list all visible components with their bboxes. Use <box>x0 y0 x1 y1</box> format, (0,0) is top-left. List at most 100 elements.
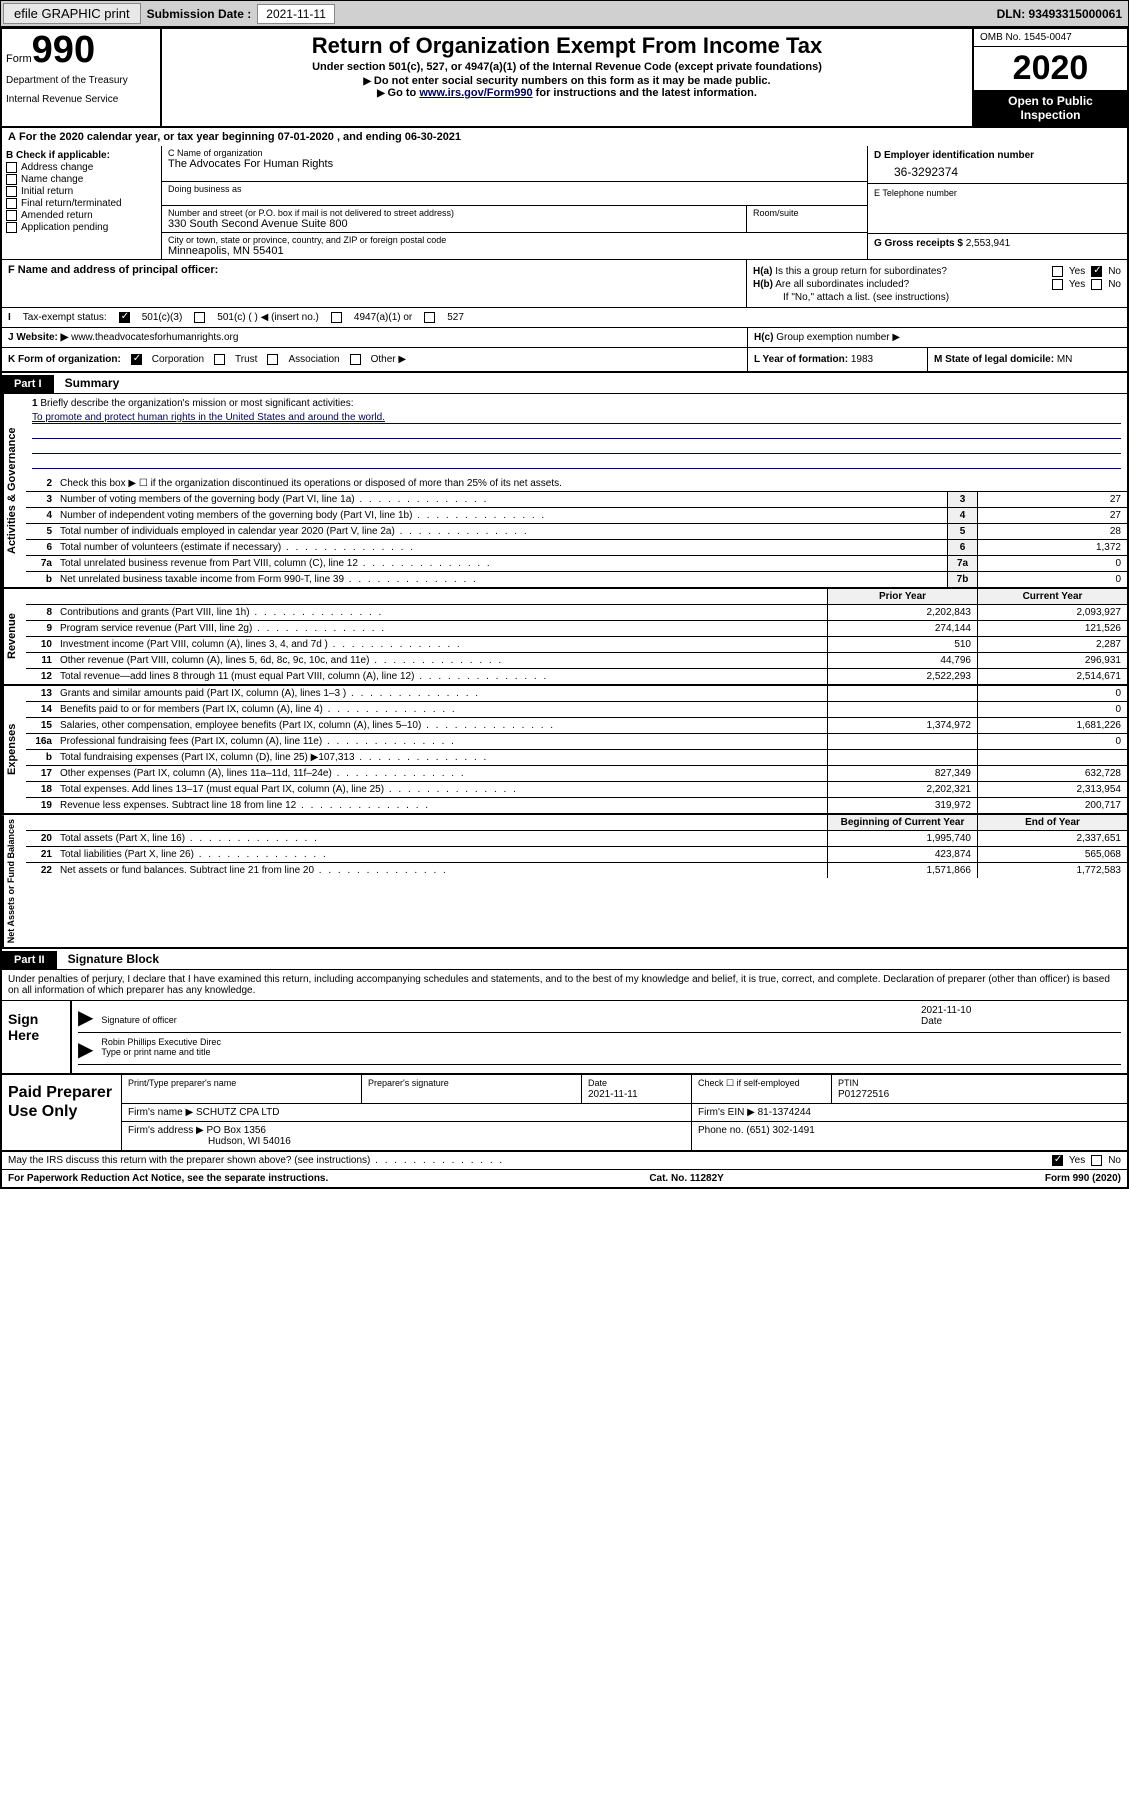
check-pending[interactable]: Application pending <box>6 222 157 233</box>
prep-name-cell: Print/Type preparer's name <box>122 1075 362 1103</box>
checkbox-icon <box>6 186 17 197</box>
line-num: 18 <box>26 782 56 797</box>
table-row: 9 Program service revenue (Part VIII, li… <box>26 621 1127 637</box>
prior-val: 827,349 <box>827 766 977 781</box>
checkbox-icon[interactable] <box>1091 1155 1102 1166</box>
telephone-box: E Telephone number <box>868 184 1127 234</box>
gross-receipts: 2,553,941 <box>966 238 1011 249</box>
checkbox-icon[interactable] <box>350 354 361 365</box>
line-desc: Total liabilities (Part X, line 26) <box>56 847 827 862</box>
checkbox-checked-icon[interactable] <box>131 354 142 365</box>
revenue-header-row: Prior Year Current Year <box>26 589 1127 605</box>
checkbox-checked-icon[interactable] <box>1091 266 1102 277</box>
arrow-icon: ▶ <box>78 1037 93 1062</box>
prior-val <box>827 750 977 765</box>
org-l: L Year of formation: 1983 <box>747 348 927 371</box>
i-label: I <box>8 312 11 323</box>
table-row: b Total fundraising expenses (Part IX, c… <box>26 750 1127 766</box>
check-initial-return[interactable]: Initial return <box>6 186 157 197</box>
table-row: 6 Total number of volunteers (estimate i… <box>26 540 1127 556</box>
checkbox-icon[interactable] <box>331 312 342 323</box>
checkbox-icon[interactable] <box>267 354 278 365</box>
table-row: 17 Other expenses (Part IX, column (A), … <box>26 766 1127 782</box>
line-desc: Total unrelated business revenue from Pa… <box>56 556 947 571</box>
check-name-change[interactable]: Name change <box>6 174 157 185</box>
table-row: 10 Investment income (Part VIII, column … <box>26 637 1127 653</box>
preparer-body: Print/Type preparer's name Preparer's si… <box>122 1075 1127 1150</box>
expenses-body: 13 Grants and similar amounts paid (Part… <box>26 686 1127 813</box>
current-val: 2,287 <box>977 637 1127 652</box>
line-box: 5 <box>947 524 977 539</box>
begin-year-header: Beginning of Current Year <box>827 815 977 830</box>
current-val: 1,772,583 <box>977 863 1127 878</box>
line-box: 3 <box>947 492 977 507</box>
current-val <box>977 750 1127 765</box>
ein-box: D Employer identification number 36-3292… <box>868 146 1127 184</box>
header-right: OMB No. 1545-0047 2020 Open to Public In… <box>972 29 1127 126</box>
line-2: 2 Check this box ▶ ☐ if the organization… <box>26 476 1127 492</box>
preparer-label: Paid Preparer Use Only <box>2 1075 122 1150</box>
note2-prefix: Go to <box>388 87 420 99</box>
checkbox-icon[interactable] <box>424 312 435 323</box>
form-number: 990 <box>32 29 95 71</box>
k-label: K Form of organization: <box>8 354 121 365</box>
website-label: Website: ▶ <box>16 332 68 343</box>
dln-label: DLN: 93493315000061 <box>997 7 1126 21</box>
checkbox-icon[interactable] <box>1052 279 1063 290</box>
table-row: 12 Total revenue—add lines 8 through 11 … <box>26 669 1127 684</box>
org-name: The Advocates For Human Rights <box>168 158 861 170</box>
address-row: Number and street (or P.O. box if mail i… <box>162 206 867 232</box>
checkbox-icon <box>6 222 17 233</box>
hb-label: H(b) <box>753 279 773 290</box>
hb-note: If "No," attach a list. (see instruction… <box>783 292 1121 303</box>
c-label: C Name of organization <box>168 148 861 158</box>
irs-link[interactable]: www.irs.gov/Form990 <box>419 87 532 99</box>
checkbox-checked-icon[interactable] <box>1052 1155 1063 1166</box>
firm-ein-cell: Firm's EIN ▶ 81-1374244 <box>692 1104 1127 1121</box>
checkbox-icon[interactable] <box>214 354 225 365</box>
current-val: 2,514,671 <box>977 669 1127 684</box>
opt-corp: Corporation <box>152 354 204 365</box>
line-num: 6 <box>26 540 56 555</box>
line-num: 7a <box>26 556 56 571</box>
line-desc: Total revenue—add lines 8 through 11 (mu… <box>56 669 827 684</box>
checkbox-icon[interactable] <box>1091 279 1102 290</box>
line-num: b <box>26 750 56 765</box>
current-val: 565,068 <box>977 847 1127 862</box>
check-amended[interactable]: Amended return <box>6 210 157 221</box>
officer-name: Robin Phillips Executive DirecType or pr… <box>101 1037 1121 1062</box>
part1-label: Part I <box>2 375 54 393</box>
ein: 36-3292374 <box>894 165 1121 179</box>
discuss-text: May the IRS discuss this return with the… <box>8 1155 504 1166</box>
governance-body: 1 Briefly describe the organization's mi… <box>26 394 1127 587</box>
room-box: Room/suite <box>747 206 867 232</box>
paperwork-notice: For Paperwork Reduction Act Notice, see … <box>8 1173 328 1184</box>
website-url: www.theadvocatesforhumanrights.org <box>71 332 238 343</box>
checkbox-checked-icon[interactable] <box>119 312 130 323</box>
check-address-change[interactable]: Address change <box>6 162 157 173</box>
current-val: 2,313,954 <box>977 782 1127 797</box>
line-desc: Number of voting members of the governin… <box>56 492 947 507</box>
line-num: 9 <box>26 621 56 636</box>
submission-label: Submission Date : <box>147 7 252 21</box>
mission-box: 1 Briefly describe the organization's mi… <box>26 394 1127 476</box>
revenue-side-label: Revenue <box>2 589 26 684</box>
tax-status-row: I Tax-exempt status: 501(c)(3) 501(c) ( … <box>2 308 1127 328</box>
header-center: Return of Organization Exempt From Incom… <box>162 29 972 126</box>
check-final-return[interactable]: Final return/terminated <box>6 198 157 209</box>
omb-number: OMB No. 1545-0047 <box>974 29 1127 47</box>
table-row: 22 Net assets or fund balances. Subtract… <box>26 863 1127 878</box>
table-row: 18 Total expenses. Add lines 13–17 (must… <box>26 782 1127 798</box>
checkbox-icon[interactable] <box>194 312 205 323</box>
dba-box: Doing business as <box>162 182 867 206</box>
prior-val: 1,571,866 <box>827 863 977 878</box>
ha-text: Is this a group return for subordinates? <box>775 266 947 277</box>
prior-val: 2,202,843 <box>827 605 977 620</box>
prep-check-cell: Check ☐ if self-employed <box>692 1075 832 1103</box>
prep-date-cell: Date2021-11-11 <box>582 1075 692 1103</box>
prior-val <box>827 702 977 717</box>
efile-print-button[interactable]: efile GRAPHIC print <box>3 3 141 24</box>
city-label: City or town, state or province, country… <box>168 235 861 245</box>
part1-header: Part I Summary <box>2 373 1127 394</box>
checkbox-icon[interactable] <box>1052 266 1063 277</box>
